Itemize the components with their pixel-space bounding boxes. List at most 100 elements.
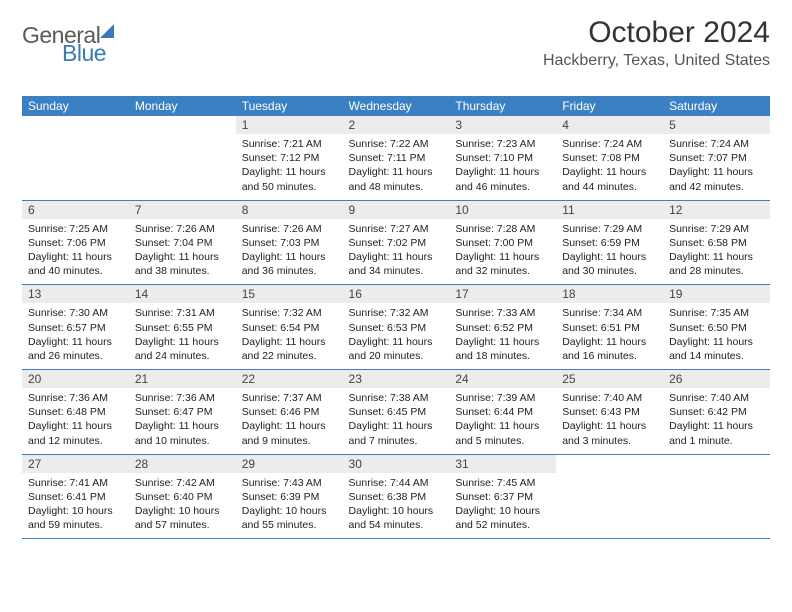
daylight-text-2: and 18 minutes. xyxy=(455,349,550,363)
daylight-text-1: Daylight: 11 hours xyxy=(455,165,550,179)
day-number: 25 xyxy=(556,370,663,388)
sunrise-text: Sunrise: 7:23 AM xyxy=(455,137,550,151)
calendar-cell: 6Sunrise: 7:25 AMSunset: 7:06 PMDaylight… xyxy=(22,200,129,285)
daylight-text-1: Daylight: 11 hours xyxy=(28,335,123,349)
sunset-text: Sunset: 6:37 PM xyxy=(455,490,550,504)
sunset-text: Sunset: 6:51 PM xyxy=(562,321,657,335)
calendar-cell: 26Sunrise: 7:40 AMSunset: 6:42 PMDayligh… xyxy=(663,370,770,455)
daylight-text-1: Daylight: 11 hours xyxy=(349,419,444,433)
calendar-cell: 17Sunrise: 7:33 AMSunset: 6:52 PMDayligh… xyxy=(449,285,556,370)
day-details: Sunrise: 7:22 AMSunset: 7:11 PMDaylight:… xyxy=(343,134,450,200)
sunset-text: Sunset: 7:00 PM xyxy=(455,236,550,250)
day-details: Sunrise: 7:33 AMSunset: 6:52 PMDaylight:… xyxy=(449,303,556,369)
daylight-text-2: and 12 minutes. xyxy=(28,434,123,448)
day-number: 7 xyxy=(129,201,236,219)
day-details: Sunrise: 7:39 AMSunset: 6:44 PMDaylight:… xyxy=(449,388,556,454)
day-details: Sunrise: 7:25 AMSunset: 7:06 PMDaylight:… xyxy=(22,219,129,285)
daylight-text-2: and 3 minutes. xyxy=(562,434,657,448)
daylight-text-1: Daylight: 11 hours xyxy=(349,165,444,179)
day-details: Sunrise: 7:36 AMSunset: 6:47 PMDaylight:… xyxy=(129,388,236,454)
calendar-cell xyxy=(556,454,663,539)
sunset-text: Sunset: 6:40 PM xyxy=(135,490,230,504)
sunrise-text: Sunrise: 7:36 AM xyxy=(135,391,230,405)
daylight-text-2: and 9 minutes. xyxy=(242,434,337,448)
daylight-text-1: Daylight: 11 hours xyxy=(669,250,764,264)
day-details: Sunrise: 7:36 AMSunset: 6:48 PMDaylight:… xyxy=(22,388,129,454)
day-details: Sunrise: 7:38 AMSunset: 6:45 PMDaylight:… xyxy=(343,388,450,454)
daylight-text-2: and 38 minutes. xyxy=(135,264,230,278)
weekday-header: Monday xyxy=(129,96,236,116)
daylight-text-1: Daylight: 11 hours xyxy=(242,335,337,349)
calendar-row: 27Sunrise: 7:41 AMSunset: 6:41 PMDayligh… xyxy=(22,454,770,539)
sunrise-text: Sunrise: 7:26 AM xyxy=(242,222,337,236)
logo-text-blue: Blue xyxy=(62,40,106,66)
daylight-text-1: Daylight: 11 hours xyxy=(242,250,337,264)
day-number: 19 xyxy=(663,285,770,303)
sunrise-text: Sunrise: 7:40 AM xyxy=(562,391,657,405)
sunrise-text: Sunrise: 7:31 AM xyxy=(135,306,230,320)
daylight-text-1: Daylight: 11 hours xyxy=(242,419,337,433)
weekday-header: Tuesday xyxy=(236,96,343,116)
day-details: Sunrise: 7:23 AMSunset: 7:10 PMDaylight:… xyxy=(449,134,556,200)
sunrise-text: Sunrise: 7:36 AM xyxy=(28,391,123,405)
sunset-text: Sunset: 7:10 PM xyxy=(455,151,550,165)
day-details xyxy=(129,120,236,182)
daylight-text-2: and 57 minutes. xyxy=(135,518,230,532)
sunrise-text: Sunrise: 7:41 AM xyxy=(28,476,123,490)
calendar-row: 13Sunrise: 7:30 AMSunset: 6:57 PMDayligh… xyxy=(22,285,770,370)
sunrise-text: Sunrise: 7:24 AM xyxy=(562,137,657,151)
sunset-text: Sunset: 6:57 PM xyxy=(28,321,123,335)
daylight-text-1: Daylight: 10 hours xyxy=(135,504,230,518)
daylight-text-1: Daylight: 11 hours xyxy=(349,335,444,349)
calendar-cell: 31Sunrise: 7:45 AMSunset: 6:37 PMDayligh… xyxy=(449,454,556,539)
weekday-header: Thursday xyxy=(449,96,556,116)
sunset-text: Sunset: 7:04 PM xyxy=(135,236,230,250)
day-details: Sunrise: 7:32 AMSunset: 6:54 PMDaylight:… xyxy=(236,303,343,369)
daylight-text-2: and 32 minutes. xyxy=(455,264,550,278)
sunrise-text: Sunrise: 7:29 AM xyxy=(669,222,764,236)
daylight-text-1: Daylight: 11 hours xyxy=(455,250,550,264)
day-details: Sunrise: 7:28 AMSunset: 7:00 PMDaylight:… xyxy=(449,219,556,285)
daylight-text-1: Daylight: 11 hours xyxy=(28,250,123,264)
daylight-text-2: and 1 minute. xyxy=(669,434,764,448)
day-number: 5 xyxy=(663,116,770,134)
day-number: 8 xyxy=(236,201,343,219)
sunset-text: Sunset: 6:50 PM xyxy=(669,321,764,335)
sunset-text: Sunset: 7:06 PM xyxy=(28,236,123,250)
day-details: Sunrise: 7:42 AMSunset: 6:40 PMDaylight:… xyxy=(129,473,236,539)
daylight-text-2: and 14 minutes. xyxy=(669,349,764,363)
page-header: General October 2024 Hackberry, Texas, U… xyxy=(22,16,770,70)
calendar-cell xyxy=(663,454,770,539)
sunrise-text: Sunrise: 7:44 AM xyxy=(349,476,444,490)
day-number: 30 xyxy=(343,455,450,473)
day-details: Sunrise: 7:40 AMSunset: 6:42 PMDaylight:… xyxy=(663,388,770,454)
sunset-text: Sunset: 6:45 PM xyxy=(349,405,444,419)
day-number: 9 xyxy=(343,201,450,219)
weekday-header: Saturday xyxy=(663,96,770,116)
daylight-text-1: Daylight: 11 hours xyxy=(562,165,657,179)
sunrise-text: Sunrise: 7:21 AM xyxy=(242,137,337,151)
day-details: Sunrise: 7:26 AMSunset: 7:04 PMDaylight:… xyxy=(129,219,236,285)
day-number: 13 xyxy=(22,285,129,303)
calendar-cell: 10Sunrise: 7:28 AMSunset: 7:00 PMDayligh… xyxy=(449,200,556,285)
sunrise-text: Sunrise: 7:37 AM xyxy=(242,391,337,405)
day-number: 16 xyxy=(343,285,450,303)
day-number: 17 xyxy=(449,285,556,303)
calendar-row: 1Sunrise: 7:21 AMSunset: 7:12 PMDaylight… xyxy=(22,116,770,200)
daylight-text-1: Daylight: 11 hours xyxy=(455,419,550,433)
day-details: Sunrise: 7:24 AMSunset: 7:08 PMDaylight:… xyxy=(556,134,663,200)
weekday-header: Sunday xyxy=(22,96,129,116)
calendar-cell: 25Sunrise: 7:40 AMSunset: 6:43 PMDayligh… xyxy=(556,370,663,455)
daylight-text-2: and 46 minutes. xyxy=(455,180,550,194)
calendar-cell: 2Sunrise: 7:22 AMSunset: 7:11 PMDaylight… xyxy=(343,116,450,200)
sunset-text: Sunset: 7:03 PM xyxy=(242,236,337,250)
day-details: Sunrise: 7:43 AMSunset: 6:39 PMDaylight:… xyxy=(236,473,343,539)
day-details: Sunrise: 7:31 AMSunset: 6:55 PMDaylight:… xyxy=(129,303,236,369)
day-number: 23 xyxy=(343,370,450,388)
daylight-text-1: Daylight: 10 hours xyxy=(455,504,550,518)
sunrise-text: Sunrise: 7:25 AM xyxy=(28,222,123,236)
sunset-text: Sunset: 7:12 PM xyxy=(242,151,337,165)
day-details: Sunrise: 7:32 AMSunset: 6:53 PMDaylight:… xyxy=(343,303,450,369)
calendar-cell: 4Sunrise: 7:24 AMSunset: 7:08 PMDaylight… xyxy=(556,116,663,200)
sunset-text: Sunset: 6:42 PM xyxy=(669,405,764,419)
